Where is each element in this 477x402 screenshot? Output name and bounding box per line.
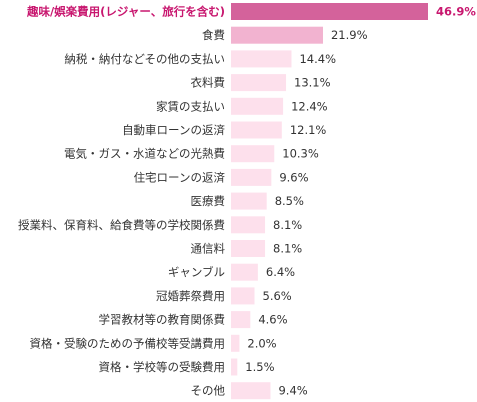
category-label-16: その他 xyxy=(191,384,226,398)
category-label-8: 医療費 xyxy=(191,194,226,208)
category-label-0: 趣味/娯楽費用(レジャー、旅行を含む) xyxy=(26,5,225,19)
value-label-12: 5.6% xyxy=(263,289,292,303)
bar-9 xyxy=(231,216,266,234)
bar-14 xyxy=(231,334,240,352)
bar-2 xyxy=(231,50,292,68)
value-label-16: 9.4% xyxy=(278,384,307,398)
category-label-6: 電気・ガス・水道などの光熱費 xyxy=(64,147,225,161)
value-label-0: 46.9% xyxy=(436,5,476,19)
value-label-6: 10.3% xyxy=(282,147,319,161)
bar-11 xyxy=(231,263,258,281)
bar-4 xyxy=(231,97,284,115)
category-label-2: 納税・納付などその他の支払い xyxy=(64,52,225,66)
category-label-11: ギャンブル xyxy=(168,265,225,279)
bar-7 xyxy=(231,168,272,186)
value-label-9: 8.1% xyxy=(273,218,302,232)
category-label-12: 冠婚葬祭費用 xyxy=(156,289,225,303)
value-label-3: 13.1% xyxy=(294,76,331,90)
bar-1 xyxy=(231,26,323,44)
value-label-13: 4.6% xyxy=(258,313,287,327)
bar-10 xyxy=(231,240,266,257)
bar-8 xyxy=(231,192,267,210)
value-label-1: 21.9% xyxy=(331,28,368,42)
bar-16 xyxy=(231,382,271,400)
bar-6 xyxy=(231,145,275,163)
value-label-7: 9.6% xyxy=(279,170,308,184)
category-label-3: 衣料費 xyxy=(191,76,226,90)
value-label-8: 8.5% xyxy=(275,194,304,208)
value-label-15: 1.5% xyxy=(245,360,274,374)
value-label-5: 12.1% xyxy=(290,123,327,137)
value-label-2: 14.4% xyxy=(299,52,336,66)
category-label-10: 通信料 xyxy=(191,242,226,256)
value-label-11: 6.4% xyxy=(266,265,295,279)
bar-15 xyxy=(231,358,238,376)
bar-0 xyxy=(231,3,428,20)
bar-3 xyxy=(231,74,287,92)
category-label-4: 家賃の支払い xyxy=(156,99,225,113)
value-label-4: 12.4% xyxy=(291,99,328,113)
bar-5 xyxy=(231,121,282,139)
category-label-14: 資格・受験のための予備校等受講費用 xyxy=(30,336,226,350)
category-label-1: 食費 xyxy=(202,28,225,42)
value-label-10: 8.1% xyxy=(273,242,302,256)
value-label-14: 2.0% xyxy=(247,336,276,350)
category-label-9: 授業料、保育料、給食費等の学校関係費 xyxy=(18,218,225,232)
category-label-7: 住宅ローンの返済 xyxy=(134,170,226,184)
category-label-5: 自動車ローンの返済 xyxy=(122,123,225,137)
bar-13 xyxy=(231,311,251,329)
bar-12 xyxy=(231,287,255,305)
category-label-15: 資格・学校等の受験費用 xyxy=(99,360,226,374)
category-label-13: 学習教材等の教育関係費 xyxy=(99,313,226,327)
